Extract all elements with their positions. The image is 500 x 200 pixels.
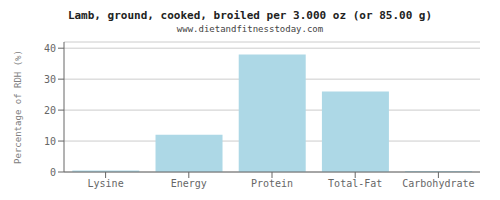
svg-text:Protein: Protein bbox=[251, 178, 293, 189]
html-text:Lamb, ground, cooked, broiled: Lamb, ground, cooked, broiled per 3.000 … bbox=[67, 9, 433, 22]
svg-text:30: 30 bbox=[44, 74, 56, 85]
svg-text:Total-Fat: Total-Fat bbox=[328, 178, 382, 189]
svg-text:Percentage of RDH (%): Percentage of RDH (%) bbox=[13, 50, 23, 164]
svg-text:20: 20 bbox=[44, 105, 56, 116]
svg-text:10: 10 bbox=[44, 136, 56, 147]
svg-text:Energy: Energy bbox=[171, 178, 207, 189]
svg-text:Carbohydrate: Carbohydrate bbox=[402, 178, 474, 189]
svg-text:Lysine: Lysine bbox=[88, 178, 124, 189]
svg-text:40: 40 bbox=[44, 43, 56, 54]
html-text:www.dietandfitnesstoday.com: www.dietandfitnesstoday.com bbox=[176, 24, 324, 34]
svg-text:0: 0 bbox=[50, 167, 56, 178]
